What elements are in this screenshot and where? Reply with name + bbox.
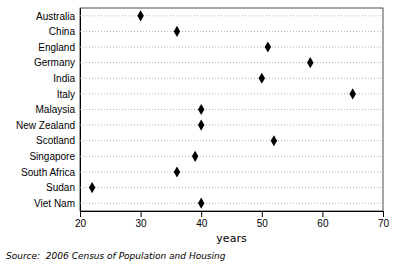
guide-line <box>80 31 383 32</box>
y-tick: Singapore <box>29 151 80 162</box>
y-axis: Australia China England Germany India Italy Ma… <box>16 9 80 212</box>
marker <box>174 26 180 37</box>
guide-line <box>80 62 383 63</box>
x-tick-mark <box>141 211 142 217</box>
guide-line <box>80 78 383 79</box>
y-tick-label: Sudan <box>46 182 75 193</box>
marker <box>265 41 271 52</box>
guide-line <box>80 140 383 141</box>
y-tick-label: Scotland <box>36 135 75 146</box>
y-tick: Germany <box>34 57 80 68</box>
y-tick-label: India <box>53 73 75 84</box>
chart: 20 30 40 50 60 70 Australia China England Germany… <box>0 0 397 265</box>
x-tick: 20 <box>75 211 87 229</box>
x-tick-mark <box>80 211 81 217</box>
guide-line <box>80 93 383 94</box>
y-tick-label: Germany <box>34 57 75 68</box>
y-tick-label: Australia <box>36 11 75 22</box>
marker <box>137 10 143 21</box>
y-tick: England <box>38 42 80 53</box>
x-tick-label: 60 <box>317 218 329 229</box>
x-tick: 50 <box>257 211 269 229</box>
marker <box>271 135 277 146</box>
x-tick-label: 50 <box>257 218 269 229</box>
y-tick: Malaysia <box>36 104 80 115</box>
marker <box>174 166 180 177</box>
x-tick: 60 <box>317 211 329 229</box>
x-tick-label: 20 <box>75 218 87 229</box>
y-tick: Sudan <box>46 182 80 193</box>
y-tick: Viet Nam <box>34 198 80 209</box>
y-tick-label: China <box>49 26 76 37</box>
marker <box>307 57 313 68</box>
x-axis: 20 30 40 50 60 70 <box>75 211 390 229</box>
guide-line <box>80 47 383 48</box>
marker <box>198 104 204 115</box>
y-tick-label: Malaysia <box>36 104 76 115</box>
x-axis-line <box>81 212 384 218</box>
y-tick-label: Italy <box>57 89 75 100</box>
marker <box>198 120 204 131</box>
y-tick-label: England <box>38 42 75 53</box>
marker <box>349 88 355 99</box>
plot-frame <box>80 8 383 211</box>
y-tick: New Zealand <box>16 120 80 131</box>
y-tick-label: South Africa <box>21 167 75 178</box>
marker <box>198 198 204 209</box>
guide-line <box>80 125 383 126</box>
x-tick-label: 70 <box>378 218 390 229</box>
guide-line <box>80 187 383 188</box>
x-tick-mark <box>201 211 202 217</box>
y-tick-label: Singapore <box>29 151 75 162</box>
x-tick-mark <box>383 211 384 217</box>
y-tick: Scotland <box>36 135 80 146</box>
y-tick: China <box>49 26 80 37</box>
marker <box>192 151 198 162</box>
y-tick: Italy <box>57 89 80 100</box>
guide-line <box>80 203 383 204</box>
y-tick: Australia <box>36 11 80 22</box>
plot-area: 20 30 40 50 60 70 Australia China England Germany… <box>16 8 389 229</box>
marker <box>89 182 95 193</box>
x-tick-label: 30 <box>136 218 148 229</box>
x-tick-mark <box>322 211 323 217</box>
guide-line <box>80 156 383 157</box>
x-tick: 70 <box>378 211 390 229</box>
marker <box>259 73 265 84</box>
annotation: Source: 2006 Census of Population and Ho… <box>6 251 226 261</box>
x-tick-label: 40 <box>196 218 208 229</box>
data-group <box>80 10 383 209</box>
x-tick: 40 <box>196 211 208 229</box>
y-tick-label: Viet Nam <box>34 198 75 209</box>
x-tick-mark <box>262 211 263 217</box>
x-axis-title: years <box>216 232 247 245</box>
guide-line <box>80 109 383 110</box>
y-tick-label: New Zealand <box>16 120 75 131</box>
x-tick: 30 <box>136 211 148 229</box>
y-tick: South Africa <box>21 167 80 178</box>
guide-line <box>80 15 383 16</box>
guide-line <box>80 171 383 172</box>
y-tick: India <box>53 73 80 84</box>
